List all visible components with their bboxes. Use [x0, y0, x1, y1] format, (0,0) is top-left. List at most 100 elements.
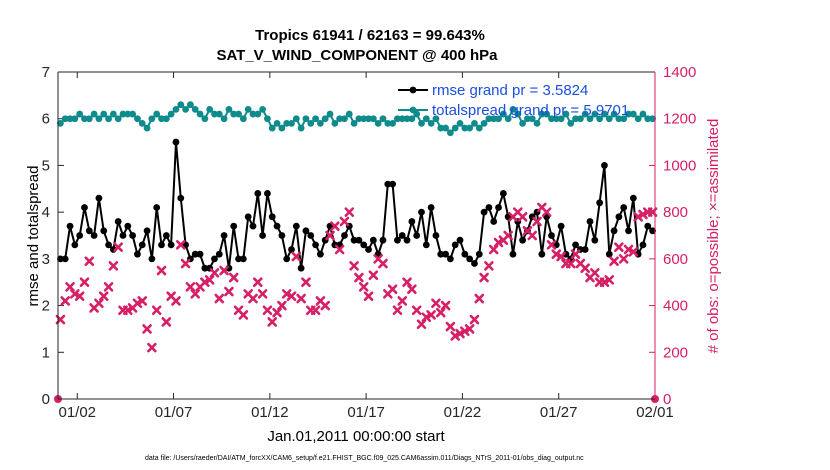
data-point [153, 110, 161, 118]
data-point [177, 101, 185, 109]
y2-tick-label: 0 [663, 391, 671, 408]
data-point [292, 115, 300, 123]
data-point-cross [609, 256, 619, 266]
data-point [649, 227, 656, 235]
data-point [129, 110, 137, 118]
data-point [557, 115, 565, 123]
data-point [576, 115, 584, 123]
data-point [422, 241, 430, 249]
data-point [365, 246, 372, 253]
data-point-cross [541, 207, 552, 217]
y2-tick-label: 800 [663, 204, 688, 221]
data-point [215, 250, 223, 258]
data-point [538, 250, 546, 258]
data-point-cross [224, 286, 234, 297]
data-point [158, 115, 165, 123]
data-point [172, 105, 180, 113]
data-point-cross [599, 277, 610, 288]
data-point-cross [460, 326, 470, 337]
data-point-cross [638, 209, 648, 220]
x-axis-label: Jan.01,2011 00:00:00 start [267, 428, 445, 445]
data-point [321, 115, 329, 123]
data-point [408, 115, 416, 123]
data-point-cross [79, 277, 90, 288]
x-tick-label: 02/01 [636, 404, 674, 421]
data-point-cross [291, 251, 302, 262]
data-point [201, 115, 209, 123]
data-point [456, 119, 464, 127]
data-point [591, 110, 599, 118]
data-point-cross [532, 216, 542, 227]
data-point [312, 241, 319, 249]
data-point-cross [108, 261, 119, 271]
data-point [485, 115, 493, 123]
data-point [177, 194, 185, 202]
data-point-cross [633, 212, 643, 222]
data-point [254, 110, 262, 118]
data-point-cross [469, 314, 480, 325]
data-point-cross [253, 277, 263, 288]
data-point [533, 119, 541, 127]
data-point [552, 115, 560, 123]
data-point [341, 115, 348, 123]
y-tick-label: 4 [42, 204, 50, 221]
data-point [403, 236, 411, 244]
data-point [239, 115, 247, 123]
data-point-cross [628, 247, 639, 257]
data-point [186, 101, 194, 109]
data-point-cross [397, 296, 408, 306]
data-point [312, 115, 319, 123]
data-point [292, 222, 300, 230]
data-point [138, 241, 146, 249]
data-point-cross [301, 277, 311, 288]
data-point [442, 250, 449, 258]
data-point [182, 105, 189, 113]
data-point [620, 204, 628, 211]
data-point-cross [479, 272, 489, 283]
data-point-cross [277, 300, 287, 311]
data-point-cross [339, 216, 350, 227]
data-point [644, 115, 652, 123]
data-point [475, 124, 483, 132]
data-point [90, 110, 98, 118]
data-point [288, 246, 295, 253]
data-point-cross [94, 298, 104, 309]
data-point [124, 222, 132, 230]
y-tick-label: 0 [42, 391, 50, 408]
data-point-cross [296, 293, 306, 304]
data-point-cross [426, 310, 436, 320]
data-point [490, 115, 498, 123]
y2-tick-label: 400 [663, 298, 688, 315]
data-point [138, 119, 146, 127]
data-point-cross [248, 293, 258, 304]
data-point [105, 241, 112, 249]
legend: rmse grand pr = 3.5824 totalspread grand… [398, 82, 629, 119]
data-point [422, 115, 430, 123]
data-point [471, 119, 478, 127]
data-point [581, 246, 589, 253]
data-point-cross [156, 265, 167, 276]
data-point [191, 250, 199, 258]
data-point [625, 227, 632, 235]
data-point [268, 213, 276, 221]
data-point-cross [363, 291, 374, 302]
data-point [389, 119, 397, 127]
data-point [499, 190, 507, 197]
data-point [634, 115, 642, 123]
data-point [495, 115, 502, 123]
data-point-cross [330, 221, 340, 231]
series-layer [54, 101, 659, 403]
data-point [148, 255, 156, 263]
data-point [278, 232, 286, 239]
data-point-cross [257, 289, 268, 299]
data-point [201, 264, 209, 272]
data-point-cross [190, 289, 201, 299]
data-point [196, 110, 204, 118]
data-point [273, 119, 281, 127]
data-point-cross [209, 268, 220, 278]
data-point [259, 105, 267, 113]
data-point [562, 110, 570, 118]
data-point [379, 115, 387, 123]
data-point-cross [132, 298, 143, 309]
data-point-cross [517, 212, 528, 222]
